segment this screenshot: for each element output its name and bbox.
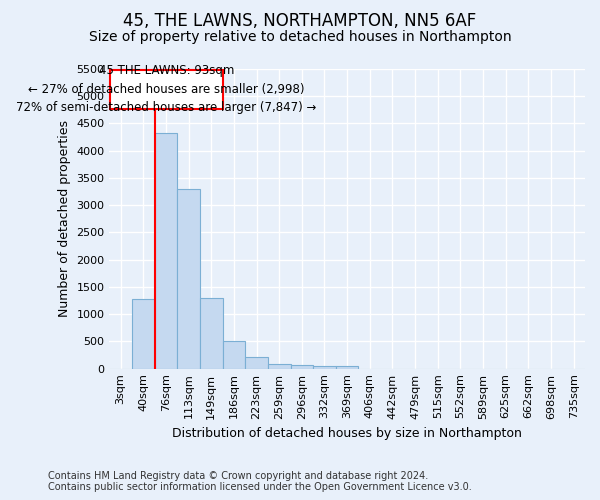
- Text: 45 THE LAWNS: 93sqm
← 27% of detached houses are smaller (2,998)
72% of semi-det: 45 THE LAWNS: 93sqm ← 27% of detached ho…: [16, 64, 317, 114]
- Bar: [155, 133, 177, 368]
- Y-axis label: Number of detached properties: Number of detached properties: [58, 120, 71, 318]
- Bar: [223, 342, 245, 368]
- Bar: [336, 366, 358, 368]
- Bar: [313, 366, 336, 368]
- Bar: [268, 364, 290, 368]
- FancyBboxPatch shape: [110, 70, 223, 110]
- Text: 45, THE LAWNS, NORTHAMPTON, NN5 6AF: 45, THE LAWNS, NORTHAMPTON, NN5 6AF: [124, 12, 476, 30]
- Bar: [132, 300, 155, 368]
- X-axis label: Distribution of detached houses by size in Northampton: Distribution of detached houses by size …: [172, 427, 522, 440]
- Bar: [290, 364, 313, 368]
- Bar: [177, 189, 200, 368]
- Bar: [200, 298, 223, 368]
- Text: Contains HM Land Registry data © Crown copyright and database right 2024.
Contai: Contains HM Land Registry data © Crown c…: [48, 471, 472, 492]
- Text: Size of property relative to detached houses in Northampton: Size of property relative to detached ho…: [89, 30, 511, 44]
- Bar: [245, 357, 268, 368]
